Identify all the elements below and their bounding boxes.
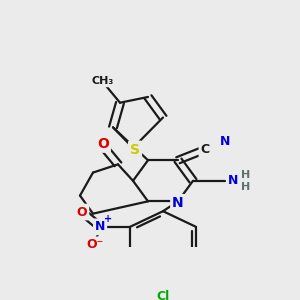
Text: H: H: [241, 170, 250, 180]
Text: N: N: [95, 220, 105, 233]
Text: N: N: [220, 135, 230, 148]
Text: C: C: [200, 143, 210, 156]
Text: O: O: [77, 206, 87, 218]
Text: H: H: [241, 182, 250, 192]
Text: +: +: [104, 214, 112, 224]
Text: O: O: [97, 137, 109, 151]
Text: N: N: [172, 196, 184, 210]
Text: CH₃: CH₃: [92, 76, 114, 85]
Text: N: N: [228, 174, 238, 187]
Text: O⁻: O⁻: [86, 238, 104, 251]
Text: Cl: Cl: [156, 290, 170, 300]
Text: S: S: [130, 142, 140, 157]
